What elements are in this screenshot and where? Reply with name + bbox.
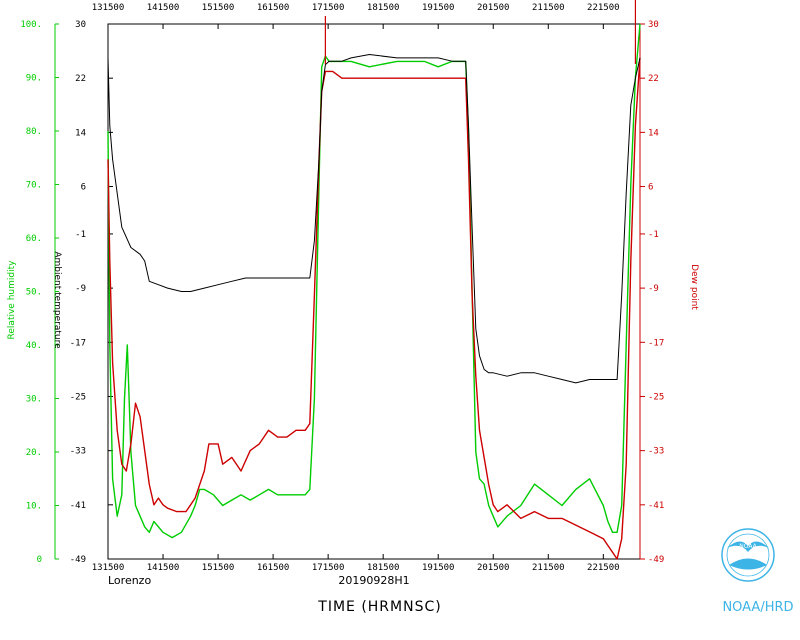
- relative-humidity-series-line: [107, 23, 641, 539]
- rh-tick-label: 0: [37, 555, 42, 565]
- temperature-tick-label: -17: [70, 338, 86, 348]
- dewpoint-tick-label: 30: [648, 20, 659, 30]
- time-axis-ticks: 131500 131500 141500 141500 151500 151500 1615…: [92, 3, 620, 573]
- rh-tick-label: 90.: [26, 74, 42, 84]
- temperature-tick-label: -49: [70, 555, 86, 565]
- x-tick-label-bottom: 201500: [477, 563, 510, 573]
- flight-label: 20190928H1: [338, 574, 409, 587]
- x-tick-label-bottom: 211500: [532, 563, 565, 573]
- x-tick-label-bottom: 181500: [367, 563, 400, 573]
- temperature-tick-label: -41: [70, 501, 86, 511]
- noaa-emblem-text: NOAA: [739, 543, 757, 550]
- x-tick-label-bottom: 191500: [422, 563, 455, 573]
- series-layer: [107, 0, 641, 560]
- rh-tick-label: 20.: [26, 448, 42, 458]
- x-tick-label-top: 131500: [92, 3, 125, 13]
- x-tick-label-top: 171500: [312, 3, 345, 13]
- rh-tick-label: 30.: [26, 395, 42, 405]
- temperature-tick-label: 14: [75, 128, 86, 138]
- x-tick-label-top: 151500: [202, 3, 235, 13]
- dewpoint-tick-label: -1: [648, 230, 659, 240]
- x-tick-label-top: 161500: [257, 3, 290, 13]
- x-tick-label-top: 191500: [422, 3, 455, 13]
- x-tick-label-bottom: 161500: [257, 563, 290, 573]
- dewpoint-tick-label: -41: [648, 501, 664, 511]
- rh-tick-label: 100.: [20, 20, 42, 30]
- x-tick-label-top: 181500: [367, 3, 400, 13]
- dewpoint-axis-title: Dew point: [689, 264, 699, 310]
- x-tick-label-bottom: 131500: [92, 563, 125, 573]
- rh-tick-label: 70.: [26, 181, 42, 191]
- temperature-tick-label: -1: [75, 230, 86, 240]
- temperature-axis-ticks: -49 -41 -33 -25 -17 -9 -1 6 14 22 30: [70, 20, 113, 565]
- dewpoint-tick-label: -9: [648, 284, 659, 294]
- dewpoint-tick-label: -49: [648, 555, 664, 565]
- temperature-tick-label: 6: [81, 183, 86, 193]
- x-tick-label-top: 221500: [587, 3, 620, 13]
- noaa-seagull-emblem-icon: NOAA: [721, 528, 775, 582]
- temperature-tick-label: -25: [70, 392, 86, 402]
- dewpoint-tick-label: -17: [648, 338, 664, 348]
- storm-label: Lorenzo: [108, 574, 151, 587]
- rh-tick-label: 40.: [26, 341, 42, 351]
- rh-tick-label: 10.: [26, 502, 42, 512]
- dewpoint-series-line: [107, 57, 641, 560]
- dewpoint-axis-ticks: -49 -41 -33 -25 -17 -9 -1 6 14 22 30: [640, 20, 664, 565]
- rh-axis-ticks: 0 10. 20. 30. 40. 50. 60. 70. 80. 90. 100.: [20, 20, 59, 565]
- x-tick-label-bottom: 151500: [202, 563, 235, 573]
- rh-tick-label: 60.: [26, 234, 42, 244]
- temperature-series-line: [107, 54, 641, 384]
- noaa-hrd-label: NOAA/HRD: [722, 600, 793, 615]
- x-tick-label-bottom: 171500: [312, 563, 345, 573]
- temperature-tick-label: -9: [75, 284, 86, 294]
- temperature-tick-label: 22: [75, 74, 86, 84]
- dewpoint-tick-label: 14: [648, 128, 659, 138]
- temperature-tick-label: 30: [75, 20, 86, 30]
- dewpoint-tick-label: 22: [648, 74, 659, 84]
- dewpoint-tick-label: -25: [648, 392, 664, 402]
- rh-tick-label: 50.: [26, 288, 42, 298]
- temperature-axis-title: Ambient temperature: [52, 251, 62, 349]
- rh-tick-label: 80.: [26, 127, 42, 137]
- x-tick-label-top: 211500: [532, 3, 565, 13]
- dewpoint-tick-label: -33: [648, 447, 664, 457]
- x-tick-label-bottom: 221500: [587, 563, 620, 573]
- dewpoint-tick-label: 6: [648, 183, 653, 193]
- x-tick-label-top: 201500: [477, 3, 510, 13]
- temperature-tick-label: -33: [70, 447, 86, 457]
- x-tick-label-top: 141500: [147, 3, 180, 13]
- x-axis-title: TIME (HRMNSC): [317, 599, 441, 615]
- x-tick-label-bottom: 141500: [147, 563, 180, 573]
- rh-axis-title: Relative humidity: [7, 260, 17, 340]
